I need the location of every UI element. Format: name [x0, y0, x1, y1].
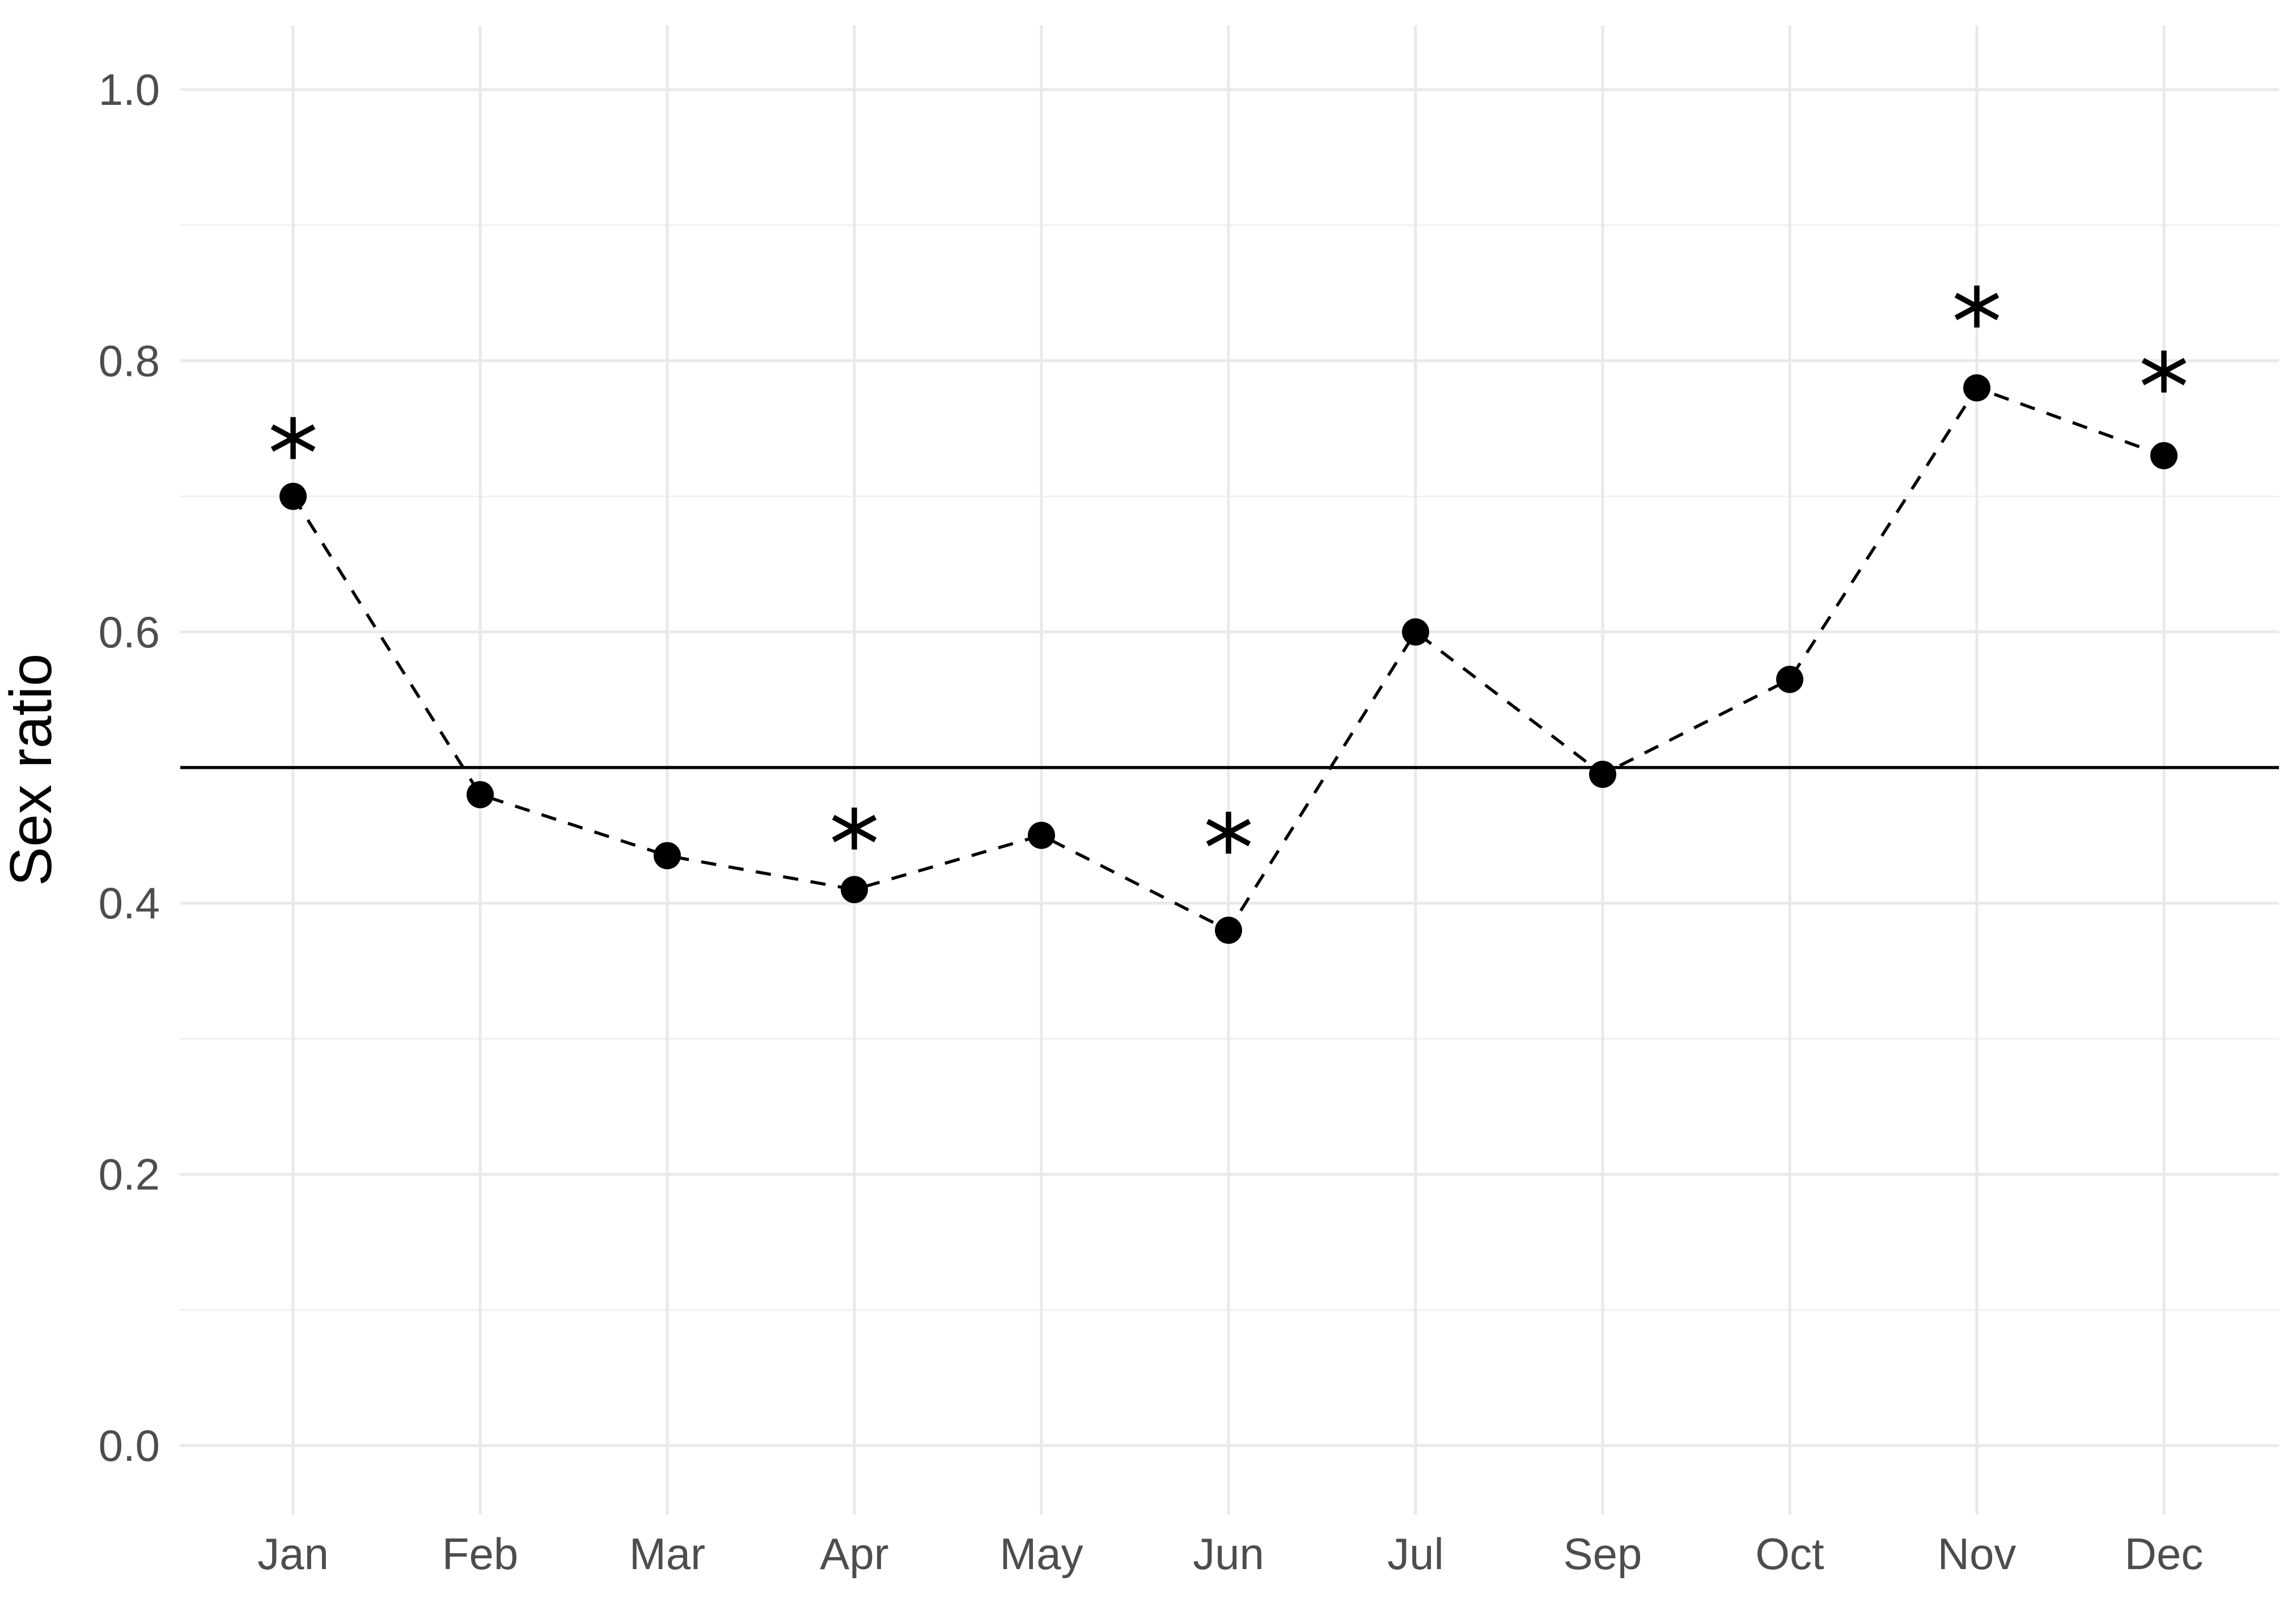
asterisk-arm — [1954, 293, 2000, 320]
y-tick-label-0.4: 0.4 — [99, 878, 160, 928]
x-tick-label-Feb: Feb — [442, 1529, 518, 1579]
data-point-Jun — [1215, 917, 1242, 944]
significance-asterisk-Jun — [1206, 811, 1251, 854]
x-tick-label-Sep: Sep — [1564, 1529, 1642, 1579]
y-tick-label-1.0: 1.0 — [99, 65, 160, 115]
data-point-May — [1028, 821, 1055, 849]
significance-asterisk-Jan — [270, 417, 316, 459]
x-tick-label-Jul: Jul — [1387, 1529, 1444, 1579]
data-point-Dec — [2150, 442, 2178, 469]
significance-marker-layer — [270, 285, 2187, 854]
y-tick-label-0.2: 0.2 — [99, 1150, 160, 1199]
x-tick-label-May: May — [999, 1529, 1083, 1579]
y-tick-label-0.6: 0.6 — [99, 607, 160, 657]
x-tick-label-Jan: Jan — [257, 1529, 329, 1579]
data-point-Nov — [1963, 374, 1990, 402]
data-series-layer — [279, 374, 2178, 944]
x-tick-label-Mar: Mar — [629, 1529, 705, 1579]
y-tick-label-0.0: 0.0 — [99, 1421, 160, 1470]
data-point-Jan — [279, 482, 307, 510]
asterisk-arm — [270, 424, 316, 452]
x-tick-label-Nov: Nov — [1938, 1529, 2017, 1579]
x-tick-label-Apr: Apr — [820, 1529, 888, 1579]
x-tick-label-Jun: Jun — [1193, 1529, 1264, 1579]
x-tick-label-Oct: Oct — [1755, 1529, 1824, 1579]
data-point-Sep — [1589, 760, 1616, 788]
data-point-Mar — [654, 842, 681, 870]
data-point-Apr — [841, 876, 868, 904]
significance-asterisk-Dec — [2141, 350, 2187, 393]
significance-asterisk-Apr — [832, 807, 877, 850]
asterisk-arm — [1206, 819, 1251, 846]
data-point-Feb — [467, 781, 494, 808]
grid-layer — [180, 26, 2279, 1515]
data-point-Jul — [1402, 618, 1429, 646]
asterisk-arm — [2141, 358, 2187, 385]
y-tick-label-0.8: 0.8 — [99, 336, 160, 385]
asterisk-arm — [832, 815, 877, 842]
significance-asterisk-Nov — [1954, 285, 2000, 328]
data-point-Oct — [1776, 666, 1803, 693]
axis-text-layer: 0.0 0.2 0.4 0.6 0.8 1.0 Jan Feb Mar Apr May Jun Jul S… — [99, 65, 2204, 1579]
y-axis-title: Sex ratio — [0, 654, 64, 886]
x-tick-label-Dec: Dec — [2125, 1529, 2204, 1579]
